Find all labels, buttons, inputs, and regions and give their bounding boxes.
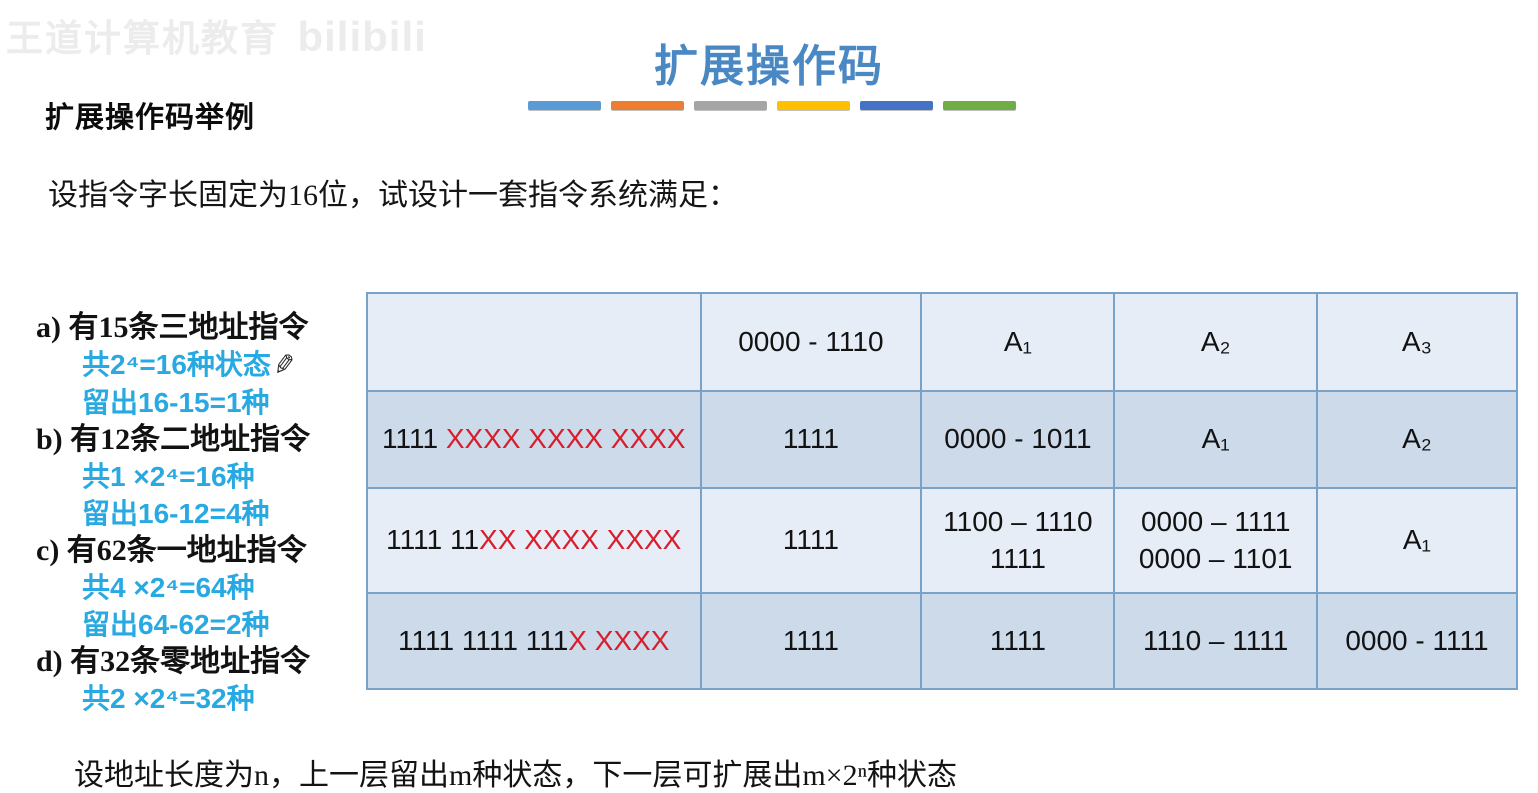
cell-instruction-format: 1111 11XX XXXX XXXX <box>366 487 702 594</box>
notes-list: a) 有15条三地址指令 共2⁴=16种状态✎ 留出16-15=1种 b) 有1… <box>36 309 310 717</box>
header-cell-a1: A₁ <box>920 292 1116 392</box>
cell-instruction-format: 1111 XXXX XXXX XXXX <box>366 390 702 489</box>
accent-bar <box>860 101 933 110</box>
note-item-d: d) 有32条零地址指令 共2 ×2⁴=32种 <box>36 643 310 717</box>
table-header-row: 0000 - 1110 A₁ A₂ A₃ <box>366 292 1519 392</box>
section-heading: 扩展操作码举例 <box>45 102 256 134</box>
cell-field: 0000 – 1111 0000 – 1101 <box>1113 487 1318 594</box>
cell-opcode: 1111 <box>699 487 923 594</box>
note-label: b) 有12条二地址指令 <box>36 423 311 456</box>
format-x-bits: X XXXX <box>568 624 670 656</box>
cell-field: 1111 <box>920 592 1116 690</box>
cell-opcode: 1111 <box>699 592 923 690</box>
note-item-b: b) 有12条二地址指令 共1 ×2⁴=16种 留出16-12=4种 <box>36 421 310 532</box>
note-annotation: 留出16-15=1种 <box>82 387 270 418</box>
pencil-icon: ✎ <box>270 348 298 382</box>
format-x-bits: XXXX XXXX XXXX <box>445 423 686 455</box>
cell-field: 1100 – 1110 1111 <box>920 487 1116 594</box>
watermark: 王道计算机教育 bilibili <box>6 8 427 62</box>
bilibili-logo: bilibili <box>297 13 427 60</box>
header-cell-format <box>366 292 702 392</box>
cell-field: A₂ <box>1315 390 1519 489</box>
cell-field: 0000 - 1111 <box>1315 592 1519 690</box>
opcode-table: 0000 - 1110 A₁ A₂ A₃ 1111 XXXX XXXX XXXX… <box>366 292 1519 690</box>
cell-instruction-format: 1111 1111 111X XXXX <box>366 592 702 690</box>
cell-field: A₁ <box>1315 487 1519 594</box>
accent-bar <box>611 101 684 110</box>
accent-bar <box>694 101 767 110</box>
format-x-bits: XX XXXX XXXX <box>479 524 682 556</box>
note-label: c) 有62条一地址指令 <box>36 534 307 567</box>
header-cell-a3: A₃ <box>1315 292 1519 392</box>
accent-bar <box>528 101 601 110</box>
note-annotation: 留出16-12=4种 <box>82 498 270 529</box>
note-annotation: 留出64-62=2种 <box>82 609 270 640</box>
cell-opcode: 1111 <box>699 390 923 489</box>
cell-field: 1110 – 1111 <box>1113 592 1318 690</box>
note-item-a: a) 有15条三地址指令 共2⁴=16种状态✎ 留出16-15=1种 <box>36 309 310 421</box>
header-cell-opcode-range: 0000 - 1110 <box>699 292 923 392</box>
cell-field: A₁ <box>1113 390 1318 489</box>
note-item-c: c) 有62条一地址指令 共4 ×2⁴=64种 留出64-62=2种 <box>36 532 310 643</box>
note-annotation: 共2⁴=16种状态✎ <box>36 346 310 384</box>
accent-bar <box>777 101 850 110</box>
cell-field: 0000 - 1011 <box>920 390 1116 489</box>
footer-formula: 设地址长度为n，上一层留出m种状态，下一层可扩展出m×2ⁿ种状态 <box>74 759 958 792</box>
problem-statement: 设指令字长固定为16位，试设计一套指令系统满足： <box>48 179 738 212</box>
note-annotation: 共1 ×2⁴=16种 <box>82 461 255 492</box>
page-title: 扩展操作码 <box>654 42 884 91</box>
note-annotation: 共4 ×2⁴=64种 <box>82 572 255 603</box>
accent-bars <box>528 101 1016 110</box>
table-row: 1111 11XX XXXX XXXX 1111 1100 – 1110 111… <box>366 487 1519 594</box>
accent-bar <box>943 101 1016 110</box>
note-label: d) 有32条零地址指令 <box>36 645 311 678</box>
table-row: 1111 XXXX XXXX XXXX 1111 0000 - 1011 A₁ … <box>366 390 1519 489</box>
table-row: 1111 1111 111X XXXX 1111 1111 1110 – 111… <box>366 592 1519 690</box>
watermark-brand-text: 王道计算机教育 <box>6 18 279 59</box>
note-label: a) 有15条三地址指令 <box>36 311 309 344</box>
header-cell-a2: A₂ <box>1113 292 1318 392</box>
note-annotation: 共2 ×2⁴=32种 <box>82 683 255 714</box>
